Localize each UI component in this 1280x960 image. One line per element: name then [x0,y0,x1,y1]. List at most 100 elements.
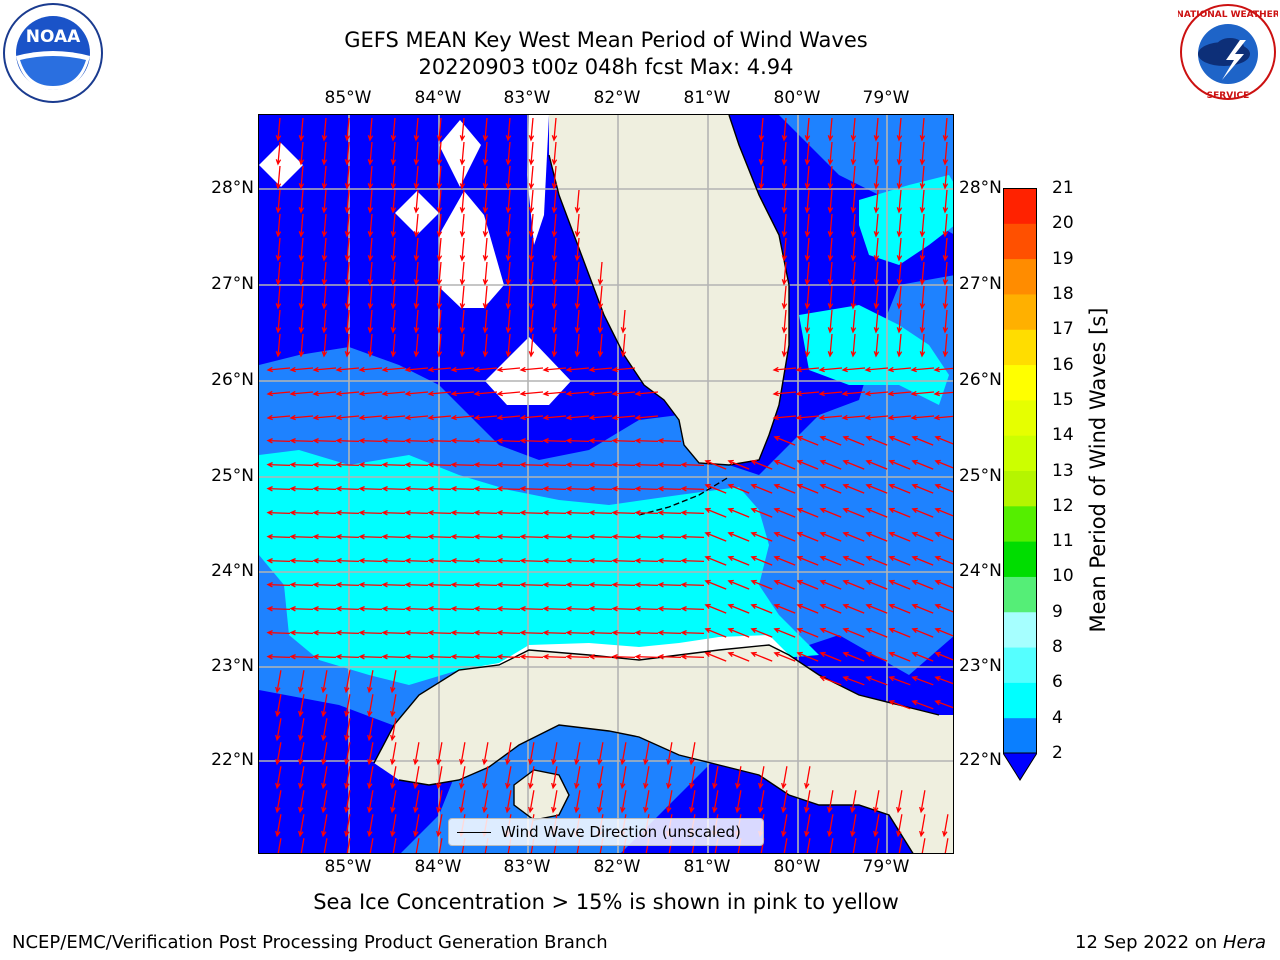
wind-wave-arrow [300,838,305,853]
wind-wave-arrow [804,814,811,838]
wind-wave-arrow [611,486,636,492]
wind-wave-arrow [597,309,604,334]
wind-wave-arrow [942,285,949,310]
colorbar-tick-label: 13 [1052,460,1074,481]
wind-wave-arrow [496,606,521,612]
wind-wave-arrow [298,766,305,790]
wind-wave-arrow [873,213,880,238]
wind-wave-arrow [865,627,888,638]
wind-wave-arrow [367,165,374,190]
wind-wave-arrow [367,814,374,838]
wind-wave-arrow [758,165,765,190]
lon-tick-bottom: 79°W [862,857,910,877]
wind-wave-arrow [413,790,420,814]
wind-wave-arrow [850,117,857,142]
lon-tick-top: 79°W [862,88,910,108]
wind-wave-arrow [611,462,636,468]
wind-wave-arrow [910,414,935,421]
wind-wave-arrow [390,261,397,286]
wind-wave-arrow [942,141,949,166]
wind-wave-arrow [919,790,926,814]
wind-wave-arrow [321,718,328,742]
colorbar-label: Mean Period of Wind Waves [s] [1086,307,1110,633]
wind-wave-arrow [473,390,498,397]
wind-wave-arrow [842,483,865,494]
wind-wave-arrow [796,555,819,566]
wind-wave-arrow [827,141,834,166]
wind-wave-arrow [750,531,773,542]
wind-wave-arrow [850,309,857,334]
wind-wave-arrow [551,117,558,142]
wind-wave-arrow [436,285,443,310]
wind-wave-arrow [934,627,953,637]
wind-wave-arrow [289,606,314,612]
wind-wave-arrow [266,630,291,636]
wind-wave-arrow [519,390,544,397]
lon-tick-top: 81°W [683,88,731,108]
wind-wave-arrow [781,766,788,790]
wind-wave-arrow [896,189,903,214]
wind-wave-arrow [680,534,705,540]
wind-wave-arrow [266,462,291,468]
wind-wave-arrow [390,165,397,190]
wind-wave-arrow [551,165,558,190]
wind-wave-arrow [344,814,351,838]
wind-wave-arrow [911,627,934,638]
wind-wave-arrows [266,117,953,853]
wind-wave-arrow [850,333,857,358]
wind-wave-arrow [459,237,466,262]
colorbar-segment [1003,611,1037,648]
wind-wave-arrow [919,309,926,334]
wind-wave-arrow [773,483,796,494]
wind-wave-arrow [919,213,926,238]
wind-wave-arrow [911,507,934,518]
wind-wave-arrow [266,606,291,612]
wind-wave-arrow [611,510,636,516]
colorbar-tick-label: 15 [1052,389,1074,410]
wind-wave-arrow [758,790,765,814]
wind-wave-arrow [335,390,360,397]
wind-wave-arrow [298,189,305,214]
wind-wave-arrow [827,117,834,142]
wind-wave-arrow [551,742,558,766]
wind-wave-arrow [657,462,682,468]
missing-data-area [439,120,481,187]
wind-wave-arrow [896,814,903,838]
svg-text:SERVICE: SERVICE [1207,91,1250,101]
wind-wave-arrow [298,742,305,766]
wind-wave-arrow [727,459,750,470]
wind-wave-arrow [321,766,328,790]
wind-wave-arrow [873,814,880,838]
wind-wave-arrow [634,462,659,468]
wind-wave-arrow [574,237,581,262]
wind-wave-arrow [390,213,397,238]
wind-wave-arrow [473,558,498,564]
wind-wave-arrow [873,141,880,166]
wind-wave-arrow [657,534,682,540]
wind-wave-arrow [321,189,328,214]
wind-wave-arrow [459,165,466,190]
wind-wave-arrow [680,606,705,612]
wind-wave-arrow [942,213,949,238]
wind-wave-arrow [459,309,466,334]
colorbar-segment [1003,258,1037,295]
wind-wave-arrow [289,438,314,444]
wind-wave-arrow [842,603,865,614]
wind-wave-arrow [528,165,535,190]
wind-wave-arrow [819,651,842,662]
wind-wave-arrow [358,654,383,660]
wind-wave-arrow [911,531,934,542]
wind-wave-arrow [680,582,705,588]
wind-wave-arrow [827,333,834,358]
wind-wave-arrow [704,579,727,590]
wind-wave-arrow [473,534,498,540]
wind-wave-arrow [565,534,590,540]
wind-wave-arrow [542,462,567,468]
wind-wave-arrow [795,390,820,397]
wind-wave-arrow [323,838,328,853]
wind-wave-arrow [804,261,811,286]
missing-data-area [259,143,303,187]
wind-wave-arrow [574,213,581,238]
wind-wave-arrow [528,261,535,286]
wind-wave-arrow [367,333,374,358]
